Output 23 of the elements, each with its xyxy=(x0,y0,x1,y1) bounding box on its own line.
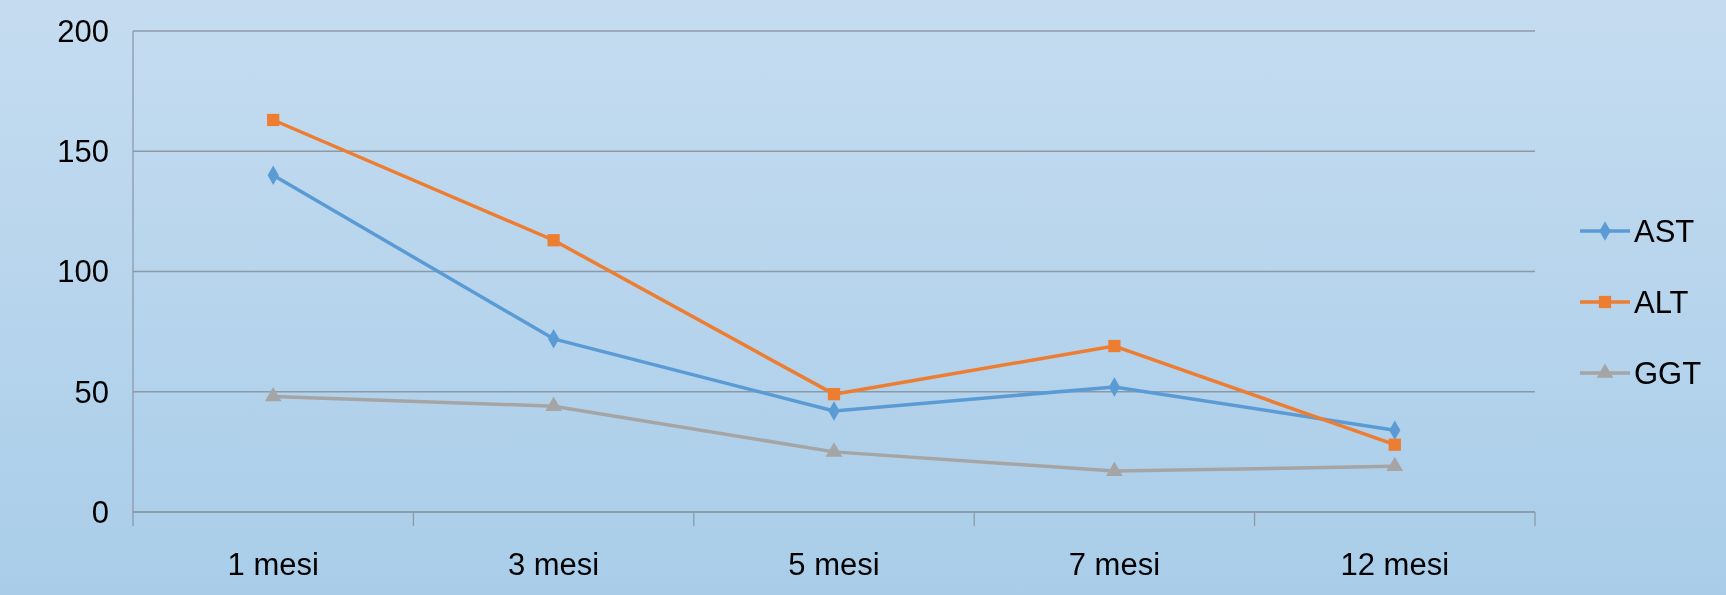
point xyxy=(1106,461,1123,476)
x-tick-label: 5 mesi xyxy=(788,547,880,582)
point xyxy=(1388,438,1401,451)
y-tick-label: 0 xyxy=(91,494,109,530)
y-tick-label: 100 xyxy=(57,254,109,290)
x-tick-label: 3 mesi xyxy=(507,547,600,582)
point xyxy=(264,386,282,402)
x-tick-label: 12 mesi xyxy=(1340,547,1450,582)
point xyxy=(545,396,562,411)
point xyxy=(547,234,560,247)
legend-label: AST xyxy=(1634,213,1695,249)
x-tick-label: 1 mesi xyxy=(227,547,319,582)
y-tick-label: 50 xyxy=(74,374,109,410)
legend-label: ALT xyxy=(1634,284,1689,320)
x-tick-label: 7 mesi xyxy=(1068,547,1161,582)
point xyxy=(267,113,280,127)
point xyxy=(1108,339,1121,353)
point xyxy=(825,442,843,457)
y-tick-label: 150 xyxy=(57,134,109,170)
point xyxy=(827,388,841,401)
point xyxy=(1386,456,1404,472)
legend-label: GGT xyxy=(1634,355,1702,391)
y-tick-label: 200 xyxy=(57,13,109,49)
